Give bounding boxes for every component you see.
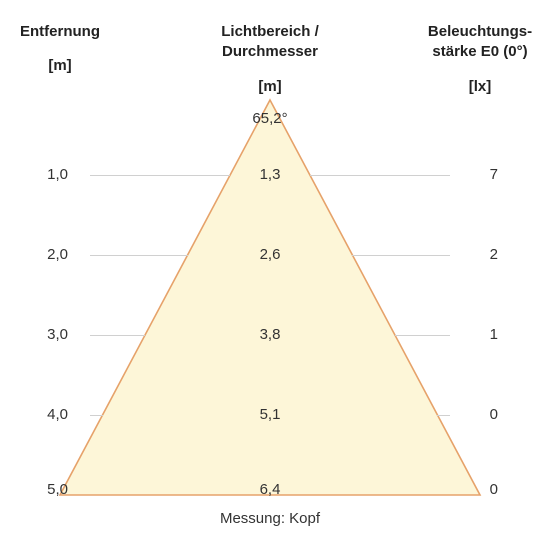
gridline [90, 175, 230, 176]
gridline [352, 255, 450, 256]
light-cone-diagram: Entfernung[m] Lichtbereich /Durchmesser[… [0, 0, 540, 540]
measurement-footer: Messung: Kopf [220, 510, 320, 527]
col-header-illuminance: Beleuchtungs-stärke E0 (0°)[lx] [410, 22, 540, 97]
diameter-value: 2,6 [260, 246, 281, 263]
diameter-value: 1,3 [260, 166, 281, 183]
gridline [395, 335, 450, 336]
illuminance-value: 2 [462, 246, 498, 263]
illuminance-value: 7 [462, 166, 498, 183]
gridline [90, 415, 103, 416]
diameter-value: 6,4 [260, 481, 281, 498]
distance-value: 3,0 [12, 326, 68, 343]
distance-value: 1,0 [12, 166, 68, 183]
apex-angle-label: 65,2° [252, 110, 287, 127]
illuminance-value: 0 [462, 406, 498, 423]
gridline [90, 255, 188, 256]
distance-value: 2,0 [12, 246, 68, 263]
gridline [310, 175, 450, 176]
col-header-diameter: Lichtbereich /Durchmesser[m] [200, 22, 340, 97]
distance-value: 5,0 [12, 481, 68, 498]
gridline [90, 335, 145, 336]
gridline [437, 415, 450, 416]
illuminance-value: 0 [462, 481, 498, 498]
diameter-value: 3,8 [260, 326, 281, 343]
col-header-distance: Entfernung[m] [0, 22, 130, 77]
diameter-value: 5,1 [260, 406, 281, 423]
distance-value: 4,0 [12, 406, 68, 423]
illuminance-value: 1 [462, 326, 498, 343]
